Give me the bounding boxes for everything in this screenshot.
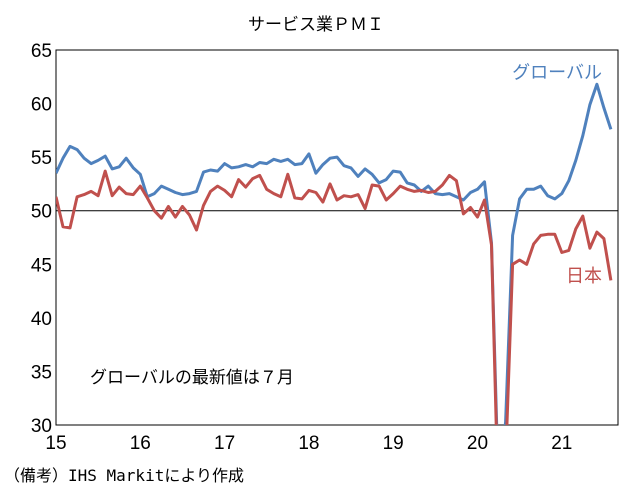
series-line-1 — [56, 169, 613, 425]
series-lines — [56, 82, 613, 425]
series-label-1: 日本 — [566, 266, 602, 287]
y-tick-label: 45 — [31, 255, 52, 276]
y-tick-label: 65 — [31, 41, 52, 62]
x-tick-label: 15 — [45, 433, 66, 454]
y-tick-label: 55 — [31, 148, 52, 169]
source-note: （備考）IHS Markitにより作成 — [4, 466, 244, 485]
x-tick-label: 16 — [130, 433, 151, 454]
x-tick-label: 21 — [551, 433, 572, 454]
y-tick-label: 35 — [31, 362, 52, 383]
chart-title: サービス業ＰＭＩ — [248, 15, 384, 35]
x-tick-label: 19 — [383, 433, 404, 454]
x-tick-label: 20 — [467, 433, 488, 454]
plot-area — [55, 49, 619, 426]
series-label-0: グローバル — [512, 62, 602, 83]
series-line-0 — [56, 82, 613, 425]
y-tick-label: 50 — [31, 202, 52, 223]
y-tick-label: 40 — [31, 309, 52, 330]
x-tick-label: 17 — [214, 433, 235, 454]
x-axis: 15 16 17 18 19 20 21 — [45, 433, 572, 454]
x-tick-label: 18 — [298, 433, 319, 454]
annotation-latest-value: グローバルの最新値は７月 — [90, 368, 294, 388]
y-tick-label: 30 — [31, 416, 52, 437]
y-axis: 30 35 40 45 50 55 60 65 — [31, 41, 52, 437]
y-tick-label: 60 — [31, 95, 52, 116]
